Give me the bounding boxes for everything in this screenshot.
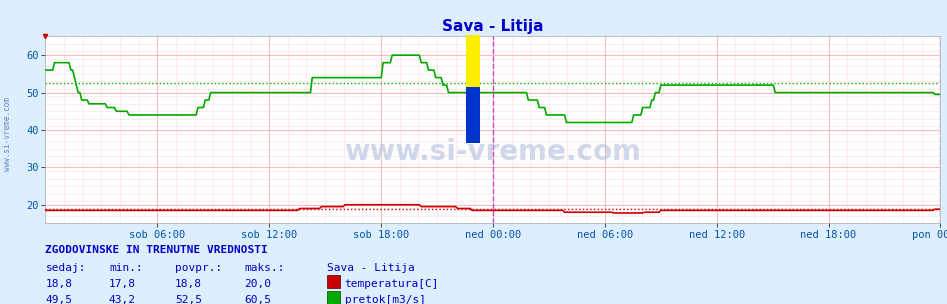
Text: www.si-vreme.com: www.si-vreme.com — [345, 138, 641, 166]
Text: 43,2: 43,2 — [109, 295, 136, 304]
Text: min.:: min.: — [109, 263, 143, 273]
Text: pretok[m3/s]: pretok[m3/s] — [345, 295, 426, 304]
Text: sedaj:: sedaj: — [45, 263, 86, 273]
Text: www.si-vreme.com: www.si-vreme.com — [3, 97, 12, 171]
Text: povpr.:: povpr.: — [175, 263, 223, 273]
Text: 17,8: 17,8 — [109, 279, 136, 289]
Text: temperatura[C]: temperatura[C] — [345, 279, 439, 289]
Text: ZGODOVINSKE IN TRENUTNE VREDNOSTI: ZGODOVINSKE IN TRENUTNE VREDNOSTI — [45, 245, 268, 255]
Text: maks.:: maks.: — [244, 263, 285, 273]
Bar — [466, 35, 480, 87]
Text: 18,8: 18,8 — [175, 279, 203, 289]
Text: 60,5: 60,5 — [244, 295, 272, 304]
Text: 49,5: 49,5 — [45, 295, 73, 304]
Title: Sava - Litija: Sava - Litija — [442, 19, 544, 34]
Text: Sava - Litija: Sava - Litija — [327, 263, 415, 273]
Text: 18,8: 18,8 — [45, 279, 73, 289]
Text: 52,5: 52,5 — [175, 295, 203, 304]
Bar — [466, 87, 480, 143]
Text: 20,0: 20,0 — [244, 279, 272, 289]
